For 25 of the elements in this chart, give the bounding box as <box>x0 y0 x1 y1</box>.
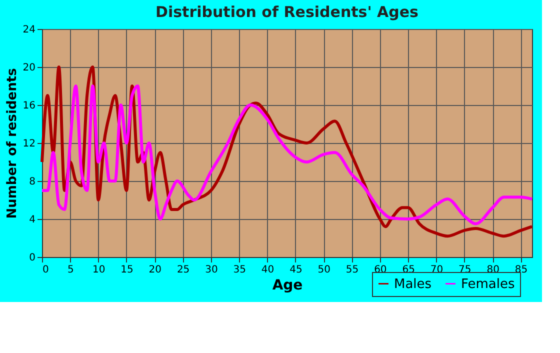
y-tick-label: 4 <box>29 214 36 226</box>
x-tick-label: 5 <box>67 264 74 276</box>
y-tick-label: 20 <box>22 62 36 74</box>
legend-label: Females <box>461 276 516 292</box>
x-tick-label: 55 <box>346 264 359 276</box>
x-tick-label: 0 <box>42 264 49 276</box>
y-tick-label: 0 <box>29 252 36 264</box>
x-tick-label: 50 <box>318 264 330 276</box>
x-tick-label: 15 <box>120 264 134 276</box>
y-tick-label: 24 <box>22 24 36 36</box>
y-tick-label: 8 <box>29 176 36 188</box>
line-series <box>40 84 534 226</box>
x-tick-label: 40 <box>261 264 274 276</box>
x-axis-title: Age <box>272 278 303 294</box>
y-tick-label: 12 <box>22 138 36 150</box>
x-tick-label: 35 <box>233 264 246 276</box>
y-tick-label: 16 <box>22 100 36 112</box>
x-tick-label: 10 <box>92 264 106 276</box>
chart-title: Distribution of Residents' Ages <box>156 3 419 21</box>
x-tick-label: 25 <box>176 264 190 276</box>
legend-label: Males <box>394 276 432 292</box>
x-tick-label: 20 <box>148 264 162 276</box>
y-axis-title: Number of residents <box>4 68 20 219</box>
x-tick-label: 30 <box>205 264 218 276</box>
x-tick-label: 45 <box>290 264 302 276</box>
